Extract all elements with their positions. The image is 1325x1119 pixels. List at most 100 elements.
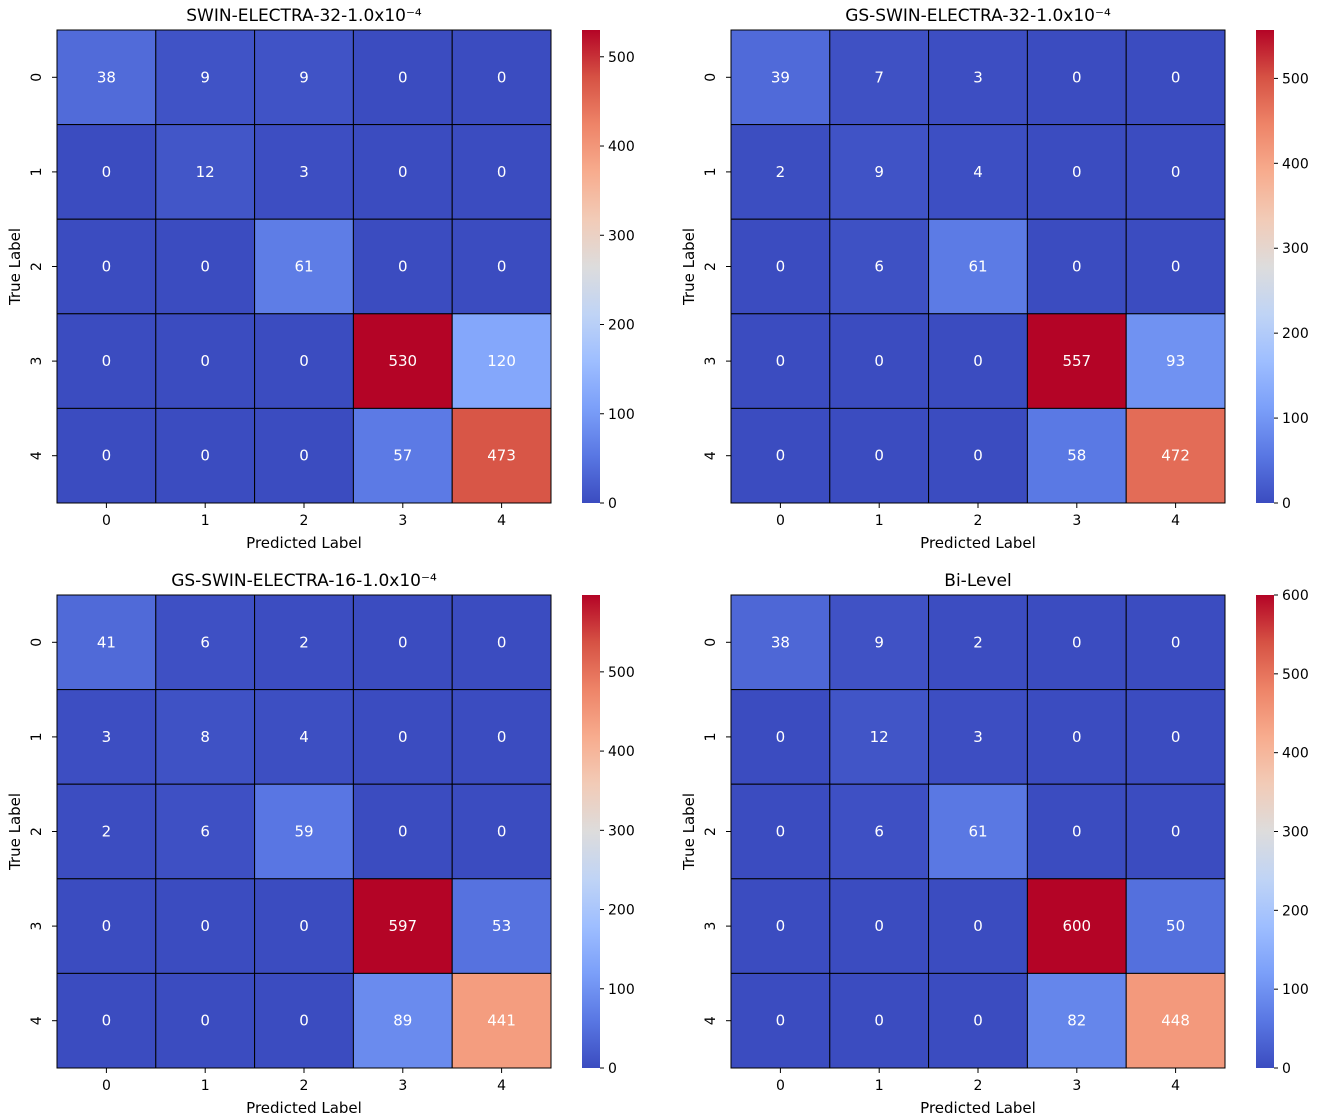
cell-annotation: 0 (497, 68, 507, 86)
heatmap-cell (928, 689, 1028, 785)
cell-annotation: 0 (200, 1012, 210, 1030)
cell-annotation: 41 (97, 633, 116, 651)
x-tick-label: 3 (398, 1078, 407, 1094)
heatmap-cell (56, 878, 157, 974)
heatmap-cell (1125, 313, 1226, 409)
colorbar-tick-label: 0 (1282, 496, 1291, 512)
heatmap-cell (254, 218, 354, 315)
cell-annotation: 0 (1072, 258, 1082, 276)
cell-annotation: 7 (874, 68, 884, 86)
heatmap-cell (352, 594, 453, 691)
cell-annotation: 8 (200, 728, 210, 746)
cell-annotation: 93 (1166, 352, 1185, 370)
heatmap-cell (56, 124, 157, 220)
cell-annotation: 12 (196, 163, 215, 181)
heatmap-cell (155, 218, 256, 315)
cell-annotation: 0 (102, 352, 112, 370)
cell-annotation: 0 (102, 258, 112, 276)
cell-annotation: 0 (299, 352, 309, 370)
heatmap-cell (829, 594, 930, 691)
heatmap-cell (829, 313, 930, 409)
cell-annotation: 0 (497, 728, 507, 746)
y-tick-label: 2 (703, 262, 719, 271)
cell-annotation: 0 (299, 917, 309, 935)
y-tick-label: 1 (29, 732, 45, 741)
cell-annotation: 0 (874, 352, 884, 370)
cell-annotation: 0 (776, 917, 786, 935)
heatmap-cell (1125, 124, 1226, 220)
cell-annotation: 0 (200, 258, 210, 276)
colorbar-tick-label: 300 (608, 228, 635, 244)
cell-annotation: 0 (299, 447, 309, 465)
y-tick-label: 3 (29, 922, 45, 931)
cell-annotation: 0 (398, 163, 408, 181)
cell-annotation: 0 (497, 823, 507, 841)
heatmap-cell (1026, 972, 1127, 1069)
heatmap-cell (451, 407, 552, 504)
colorbar-tick-label: 200 (1282, 326, 1309, 342)
colorbar-tick-label: 400 (608, 744, 635, 760)
heatmap-cell (1125, 972, 1226, 1069)
heatmap-cell (1125, 878, 1226, 974)
cell-annotation: 9 (874, 633, 884, 651)
cell-annotation: 6 (200, 823, 210, 841)
cell-annotation: 3 (299, 163, 309, 181)
cell-annotation: 3 (973, 68, 983, 86)
colorbar-tick-label: 600 (1282, 588, 1309, 604)
cell-annotation: 0 (102, 163, 112, 181)
x-tick-label: 1 (201, 1078, 210, 1094)
cell-annotation: 89 (393, 1012, 412, 1030)
heatmap-cell (352, 29, 453, 126)
heatmap-cell (254, 594, 354, 691)
x-tick-label: 2 (974, 1078, 983, 1094)
heatmap-cell (56, 407, 157, 504)
cell-annotation: 61 (294, 258, 313, 276)
x-tick-label: 3 (398, 513, 407, 529)
heatmap-cell (352, 878, 453, 974)
colorbar-tick-label: 200 (1282, 903, 1309, 919)
heatmap-cell (451, 29, 552, 126)
heatmap-cell (254, 878, 354, 974)
colorbar-tick-label: 0 (608, 1061, 617, 1077)
heatmap-cell (1026, 313, 1127, 409)
x-tick-label: 4 (497, 1078, 506, 1094)
cell-annotation: 0 (1171, 258, 1181, 276)
colorbar-tick-label: 100 (1282, 982, 1309, 998)
colorbar-tick-label: 200 (608, 318, 635, 334)
heatmap-cell (155, 407, 256, 504)
x-tick-label: 1 (201, 513, 210, 529)
cell-annotation: 0 (1171, 163, 1181, 181)
heatmap-cell (730, 313, 831, 409)
heatmap-cell (254, 124, 354, 220)
cell-annotation: 57 (393, 447, 412, 465)
heatmap-cell (829, 124, 930, 220)
cell-annotation: 61 (968, 258, 987, 276)
heatmap-cell (56, 594, 157, 691)
cell-annotation: 0 (874, 447, 884, 465)
colorbar-tick-label: 500 (1282, 667, 1309, 683)
heatmap-cell (730, 594, 831, 691)
heatmap-cell (352, 218, 453, 315)
colorbar-tick-label: 300 (1282, 241, 1309, 257)
x-tick-label: 0 (102, 1078, 111, 1094)
heatmap-cell (451, 689, 552, 785)
heatmap-panel-0: SWIN-ELECTRA-32-1.0x10⁻⁴38 9 9 0 00 12 3 0 00 0 61… (6, 6, 635, 552)
cell-annotation: 0 (398, 68, 408, 86)
y-tick-label: 0 (703, 638, 719, 647)
cell-annotation: 59 (294, 823, 313, 841)
cell-annotation: 0 (776, 728, 786, 746)
x-tick-label: 2 (300, 1078, 309, 1094)
cell-annotation: 6 (874, 258, 884, 276)
cell-annotation: 0 (200, 352, 210, 370)
cell-annotation: 0 (497, 163, 507, 181)
heatmap-cell (829, 407, 930, 504)
heatmap-cell (928, 594, 1028, 691)
x-tick-label: 1 (875, 1078, 884, 1094)
cell-annotation: 6 (200, 633, 210, 651)
cell-annotation: 6 (874, 823, 884, 841)
x-axis-label: Predicted Label (920, 534, 1036, 552)
y-tick-label: 0 (703, 73, 719, 82)
colorbar-tick-label: 100 (1282, 411, 1309, 427)
heatmap-cell (155, 783, 256, 880)
